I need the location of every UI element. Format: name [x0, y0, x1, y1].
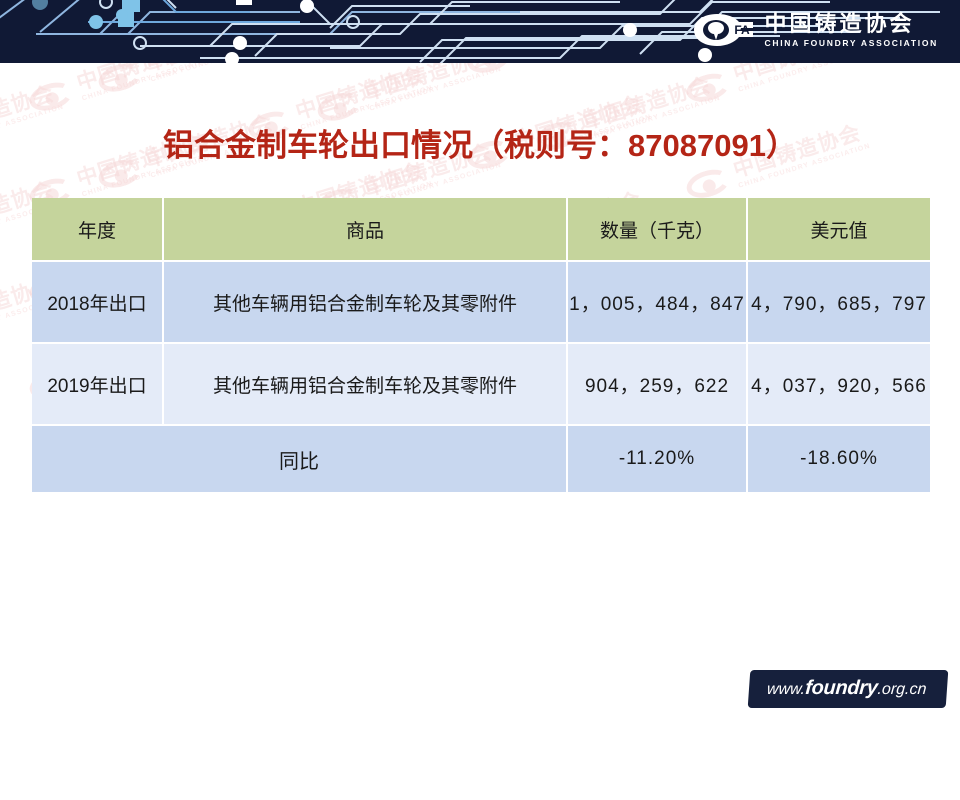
cfa-emblem-icon: FA	[693, 13, 755, 47]
table-row: 2018年出口 其他车辆用铝合金制车轮及其零附件 1，005，484，847 4…	[32, 262, 930, 344]
website-suffix: .org.cn	[876, 681, 927, 698]
column-header-usd: 美元值	[748, 198, 930, 262]
cell-goods-2018: 其他车辆用铝合金制车轮及其零附件	[164, 262, 568, 344]
cfa-emblem-icon	[682, 68, 733, 107]
brand-name-en: CHINA FOUNDRY ASSOCIATION	[764, 38, 938, 48]
column-header-year: 年度	[32, 198, 164, 262]
brand-logo: FA 中国铸造协会 CHINA FOUNDRY ASSOCIATION	[693, 13, 938, 48]
cfa-emblem-icon	[95, 58, 145, 97]
cfa-emblem-icon	[26, 77, 76, 116]
svg-text:FA: FA	[734, 23, 750, 37]
website-tag[interactable]: www.foundry.org.cn	[747, 670, 948, 708]
brand-name-cn: 中国铸造协会	[764, 11, 915, 36]
circuit-board-graphic	[0, 0, 940, 63]
cell-quantity-2018: 1，005，484，847	[568, 262, 748, 344]
export-data-table: 年度 商品 数量（千克） 美元值 2018年出口 其他车辆用铝合金制车轮及其零附…	[32, 198, 930, 492]
website-prefix: www.	[765, 681, 806, 698]
cell-goods-2019: 其他车辆用铝合金制车轮及其零附件	[164, 344, 568, 426]
cell-usd-2019: 4，037，920，566	[748, 344, 930, 426]
table-header-row: 年度 商品 数量（千克） 美元值	[32, 198, 930, 262]
watermark-text-cn: 中国铸造协会	[292, 63, 426, 124]
cell-year-2019: 2019年出口	[32, 344, 164, 426]
table-row: 2019年出口 其他车辆用铝合金制车轮及其零附件 904，259，622 4，0…	[32, 344, 930, 426]
website-name: foundry	[804, 677, 878, 699]
cell-quantity-change: -11.20%	[568, 426, 748, 492]
header-band: FA 中国铸造协会 CHINA FOUNDRY ASSOCIATION	[0, 0, 960, 63]
cell-year-2018: 2018年出口	[32, 262, 164, 344]
watermark-text-en: CHINA FOUNDRY ASSOCIATION	[368, 65, 503, 113]
cell-usd-2018: 4，790，685，797	[748, 262, 930, 344]
table-row-summary: 同比 -11.20% -18.60%	[32, 426, 930, 492]
cell-usd-change: -18.60%	[748, 426, 930, 492]
column-header-quantity: 数量（千克）	[568, 198, 748, 262]
column-header-goods: 商品	[164, 198, 568, 262]
cell-quantity-2019: 904，259，622	[568, 344, 748, 426]
slide-title: 铝合金制车轮出口情况（税则号：87087091）	[163, 128, 797, 163]
cell-summary-label: 同比	[32, 426, 568, 492]
